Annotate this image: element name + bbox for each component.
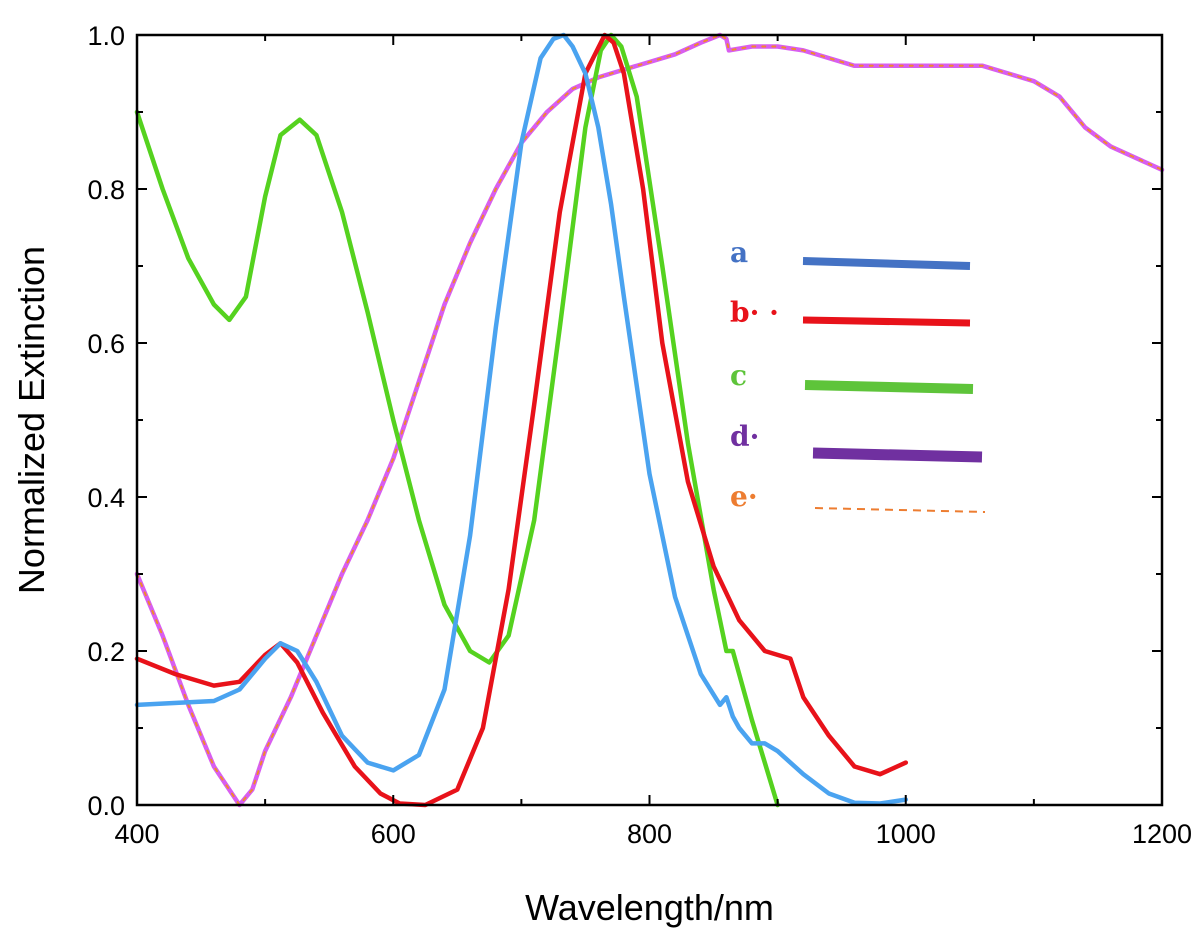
legend-label-a: a [730, 236, 748, 269]
series-layer [134, 32, 1165, 808]
legend-label-b: b· · [730, 296, 779, 329]
x-axis-title: Wavelength/nm [525, 887, 774, 928]
x-tick-label: 1200 [1132, 819, 1192, 849]
legend-swatch-a [802, 257, 971, 270]
tick-layer: 400 600 800 1000 1200 0.0 0.2 0.4 0.6 0.8 1.0 [87, 21, 1192, 849]
legend-swatch-e [814, 507, 986, 513]
y-tick-label: 0.4 [87, 483, 125, 513]
y-tick-label: 0.0 [87, 791, 125, 821]
x-tick-label: 1000 [876, 819, 936, 849]
legend-swatch-d [812, 447, 983, 463]
y-tick-label: 0.2 [87, 637, 125, 667]
legend: a b· · c d· e· [730, 236, 986, 513]
series-line-a [134, 32, 909, 806]
legend-label-c: c [730, 359, 747, 392]
y-tick-label: 0.8 [87, 175, 125, 205]
legend-swatch-b [802, 316, 971, 327]
y-tick-label: 0.6 [87, 329, 125, 359]
x-tick-label: 400 [114, 819, 159, 849]
legend-label-d: d· [730, 420, 759, 453]
series-line-d [134, 32, 1165, 808]
x-tick-label: 600 [371, 819, 416, 849]
series-line-b [134, 32, 909, 808]
x-tick-label: 800 [627, 819, 672, 849]
y-tick-label: 1.0 [87, 21, 125, 51]
legend-label-e: e· [730, 480, 758, 513]
y-axis-title: Normalized Extinction [11, 246, 52, 594]
legend-swatch-c [804, 380, 974, 394]
